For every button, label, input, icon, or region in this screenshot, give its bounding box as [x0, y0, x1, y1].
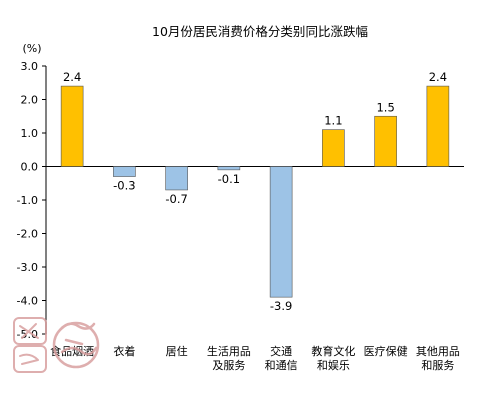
y-tick-label: -2.0: [17, 228, 38, 241]
stamp-watermark: [13, 317, 100, 373]
x-tick-label: 生活用品: [207, 344, 251, 358]
x-tick-label: 及服务: [212, 359, 245, 372]
data-label: -0.3: [113, 179, 135, 193]
chart-title: 10月份居民消费价格分类别同比涨跌幅: [152, 24, 368, 39]
bar: [374, 115, 397, 167]
y-tick-label: 2.0: [21, 94, 39, 107]
bar: [426, 85, 450, 167]
stamp-box: [13, 345, 47, 373]
y-tick-label: -3.0: [17, 261, 38, 274]
y-tick-label: 3.0: [21, 60, 39, 73]
y-tick-label: 0.0: [21, 161, 39, 174]
x-tick-label: 其他用品: [416, 345, 460, 358]
x-tick-label: 和通信: [265, 359, 298, 372]
data-label: 1.5: [376, 100, 394, 114]
stamp-brush-stroke: [19, 323, 39, 365]
y-tick-label: 1.0: [21, 127, 39, 140]
bar: [165, 166, 188, 191]
x-tick-label: 和服务: [421, 359, 454, 372]
value-labels: 2.4 -0.3 -0.7 -0.1 -3.9 1.1 1.5 2.4: [63, 70, 447, 313]
y-axis-unit: (%): [22, 42, 41, 55]
bar: [269, 166, 293, 298]
data-label: 2.4: [429, 70, 447, 84]
bar: [217, 166, 241, 171]
x-tick-label: 衣着: [113, 344, 135, 358]
y-axis: 3.02.01.00.0-1.0-2.0-3.0-4.0-5.0: [17, 60, 464, 341]
bar: [60, 85, 84, 167]
data-label: -0.7: [165, 192, 187, 206]
stamp-circle: [52, 321, 100, 369]
data-label: 2.4: [63, 70, 81, 84]
x-tick-label: 居住: [166, 344, 188, 358]
stamp-box: [13, 317, 47, 345]
y-tick-label: -4.0: [17, 295, 38, 308]
x-tick-label: 教育文化: [311, 344, 355, 358]
x-tick-label: 和娱乐: [317, 358, 350, 372]
x-tick-label: 交通: [270, 344, 292, 358]
bars: [60, 85, 450, 298]
x-tick-label: 医疗保健: [364, 344, 408, 358]
data-label: -0.1: [218, 172, 240, 186]
data-label: 1.1: [324, 114, 342, 128]
bar: [322, 129, 345, 167]
stamp-brush-stroke: [58, 322, 98, 356]
bar: [113, 166, 136, 177]
data-label: -3.9: [270, 299, 292, 313]
y-tick-label: -1.0: [17, 194, 38, 207]
x-tick-label: 食品烟酒: [50, 344, 94, 358]
